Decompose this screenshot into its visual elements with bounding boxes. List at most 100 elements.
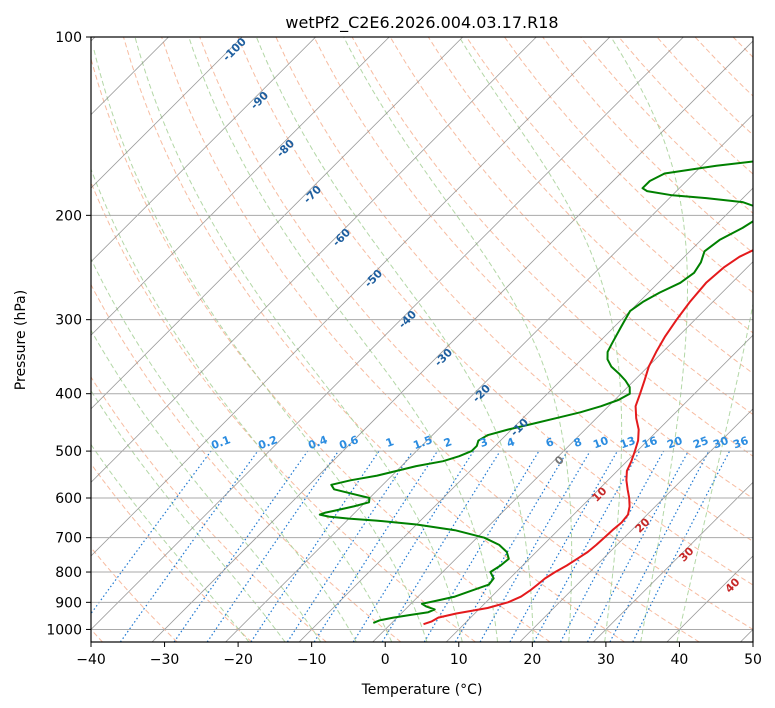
x-tick-label: −10 xyxy=(297,652,327,668)
y-tick-label: 100 xyxy=(55,30,82,46)
moist-adiabat-line xyxy=(93,49,428,642)
mixing-ratio-line xyxy=(206,450,339,642)
mixing-ratio-line xyxy=(509,450,618,642)
moist-adiabat-line xyxy=(91,329,322,642)
dry-adiabat-line xyxy=(91,181,476,642)
dry-adiabat-line xyxy=(91,376,327,642)
mixing-ratio-line xyxy=(352,450,475,642)
mixing-ratio-label: 13 xyxy=(618,434,637,451)
background-lines xyxy=(91,37,775,642)
x-tick-label: 20 xyxy=(523,652,541,668)
moist-adiabat-line xyxy=(676,301,753,642)
moist-adiabat-line xyxy=(343,37,573,642)
mixing-ratio-label: 6 xyxy=(544,435,556,450)
mixing-ratio-label: 0.2 xyxy=(256,433,279,452)
dry-adiabat-line xyxy=(91,546,178,642)
dry-adiabat-line xyxy=(771,37,775,642)
mixing-ratio-label: 1.5 xyxy=(411,433,434,452)
isotherm-line xyxy=(91,37,243,189)
dry-adiabat-line xyxy=(161,37,700,642)
y-tick-label: 700 xyxy=(55,531,82,547)
dry-adiabat-line xyxy=(504,37,753,294)
y-tick-label: 500 xyxy=(55,444,82,460)
x-tick-label: 40 xyxy=(671,652,689,668)
moist-adiabat-line xyxy=(188,37,499,642)
isotherm-line xyxy=(91,37,537,483)
y-tick-label: 400 xyxy=(55,387,82,403)
mixing-ratio-line xyxy=(632,450,731,642)
isotherm-line xyxy=(91,37,390,336)
moist-adiabat-line xyxy=(91,443,250,642)
axes: −40 −30 −20 −10 0 10 20 30 40 5010020030040050060… xyxy=(46,30,762,668)
moist-adiabat-line xyxy=(255,37,534,642)
mixing-ratio-line xyxy=(533,450,641,642)
mixing-ratio-label: 30 xyxy=(711,434,730,452)
plot-frame xyxy=(90,36,754,643)
x-tick-label: −20 xyxy=(223,652,253,668)
isotherm-line xyxy=(91,37,316,263)
isotherm-line xyxy=(91,37,464,410)
mixing-ratio-line xyxy=(286,450,414,642)
y-axis-title: Pressure (hPa) xyxy=(13,290,29,390)
mixing-ratio-line xyxy=(119,450,259,642)
mixing-ratio-line xyxy=(173,450,309,642)
x-tick-label: −30 xyxy=(150,652,180,668)
temperature-profile-line xyxy=(423,249,753,626)
dewpoint-profile-line xyxy=(318,160,753,624)
mixing-ratio-label: 0.4 xyxy=(306,433,329,452)
dry-adiabat-line xyxy=(123,37,625,642)
mixing-ratio-label: 1 xyxy=(384,435,396,450)
dry-adiabat-line xyxy=(237,37,753,586)
data-lines xyxy=(318,160,753,626)
dry-adiabat-line xyxy=(91,56,551,642)
y-tick-label: 200 xyxy=(55,208,82,224)
mixing-ratio-label: 36 xyxy=(731,434,750,452)
x-tick-label: 50 xyxy=(744,652,762,668)
y-tick-label: 1000 xyxy=(46,622,82,638)
moist-adiabat-line xyxy=(134,37,463,642)
mixing-ratio-label: 0.1 xyxy=(209,433,232,452)
mixing-ratio-label: 20 xyxy=(665,434,684,452)
mixing-ratio-label: 3 xyxy=(478,435,490,450)
plot-area xyxy=(91,37,753,642)
dry-adiabat-line xyxy=(389,37,753,416)
dry-adiabat-line xyxy=(199,37,753,630)
mixing-ratio-label: 25 xyxy=(691,434,710,451)
isotherm-line xyxy=(91,37,684,631)
isotherm-line xyxy=(151,40,753,642)
y-tick-label: 900 xyxy=(55,595,82,611)
dry-adiabat-line xyxy=(465,37,753,334)
mixing-ratio-line xyxy=(559,450,665,642)
isotherm-line xyxy=(445,334,753,642)
mixing-ratio-label: 0.6 xyxy=(337,433,360,452)
x-tick-label: −40 xyxy=(76,652,106,668)
isotherm-line xyxy=(372,261,753,642)
dry-adiabat-line xyxy=(313,37,753,500)
mixing-ratio-label: 4 xyxy=(505,435,517,450)
y-tick-label: 300 xyxy=(55,313,82,329)
mixing-ratio-line xyxy=(250,450,380,642)
y-tick-label: 600 xyxy=(55,491,82,507)
moist-adiabat-line xyxy=(91,167,393,642)
mixing-ratio-line xyxy=(313,450,438,642)
isotherm-line xyxy=(519,408,753,642)
x-tick-label: 0 xyxy=(381,652,390,668)
mixing-ratio-label: 16 xyxy=(640,434,659,452)
moist-adiabat-line xyxy=(458,37,623,642)
isotherm-line xyxy=(298,187,753,642)
mixing-ratio-line xyxy=(381,450,501,642)
x-axis-title: Temperature (°C) xyxy=(361,682,483,698)
mixing-ratio-label: 10 xyxy=(591,434,610,452)
isotherm-line xyxy=(91,37,611,557)
dry-adiabat-line xyxy=(91,463,253,642)
chart-title: wetPf2_C2E6.2026.004.03.17.R18 xyxy=(285,13,558,33)
moist-adiabat-line xyxy=(610,37,688,642)
mixing-ratio-label: 2 xyxy=(442,435,454,450)
isotherm-line xyxy=(225,113,753,642)
isotherm-line xyxy=(593,481,753,642)
y-tick-label: 800 xyxy=(55,565,82,581)
x-tick-label: 30 xyxy=(597,652,615,668)
mixing-ratio-label: 8 xyxy=(572,435,584,450)
mixing-ratio-line xyxy=(91,450,212,615)
